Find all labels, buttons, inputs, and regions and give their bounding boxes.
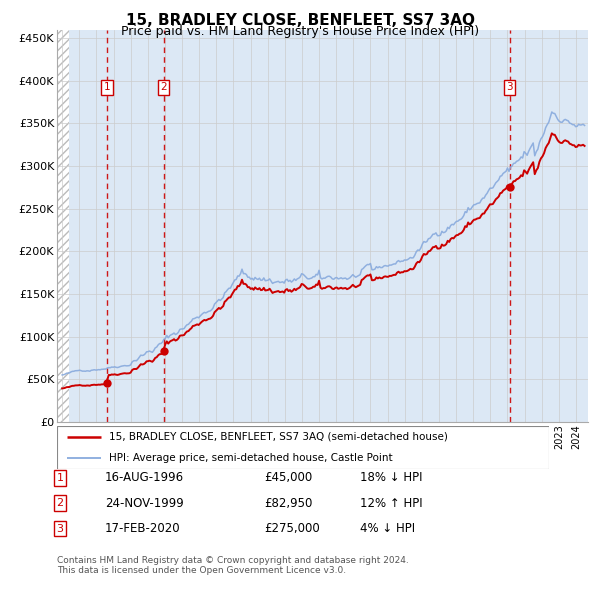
Text: 15, BRADLEY CLOSE, BENFLEET, SS7 3AQ: 15, BRADLEY CLOSE, BENFLEET, SS7 3AQ xyxy=(125,13,475,28)
Text: 24-NOV-1999: 24-NOV-1999 xyxy=(105,497,184,510)
Text: 3: 3 xyxy=(56,524,64,533)
Text: 2: 2 xyxy=(56,499,64,508)
Text: This data is licensed under the Open Government Licence v3.0.: This data is licensed under the Open Gov… xyxy=(57,566,346,575)
Text: Contains HM Land Registry data © Crown copyright and database right 2024.: Contains HM Land Registry data © Crown c… xyxy=(57,556,409,565)
Text: HPI: Average price, semi-detached house, Castle Point: HPI: Average price, semi-detached house,… xyxy=(109,453,392,463)
Text: Price paid vs. HM Land Registry's House Price Index (HPI): Price paid vs. HM Land Registry's House … xyxy=(121,25,479,38)
Text: 17-FEB-2020: 17-FEB-2020 xyxy=(105,522,181,535)
Text: 2: 2 xyxy=(160,83,167,93)
Text: 15, BRADLEY CLOSE, BENFLEET, SS7 3AQ (semi-detached house): 15, BRADLEY CLOSE, BENFLEET, SS7 3AQ (se… xyxy=(109,432,448,442)
Text: 3: 3 xyxy=(506,83,513,93)
Text: 1: 1 xyxy=(104,83,110,93)
Text: £82,950: £82,950 xyxy=(264,497,313,510)
Text: £275,000: £275,000 xyxy=(264,522,320,535)
Text: 16-AUG-1996: 16-AUG-1996 xyxy=(105,471,184,484)
Bar xyxy=(57,30,69,422)
Text: £45,000: £45,000 xyxy=(264,471,312,484)
Text: 12% ↑ HPI: 12% ↑ HPI xyxy=(360,497,422,510)
Text: 4% ↓ HPI: 4% ↓ HPI xyxy=(360,522,415,535)
Text: 1: 1 xyxy=(56,473,64,483)
Text: 18% ↓ HPI: 18% ↓ HPI xyxy=(360,471,422,484)
